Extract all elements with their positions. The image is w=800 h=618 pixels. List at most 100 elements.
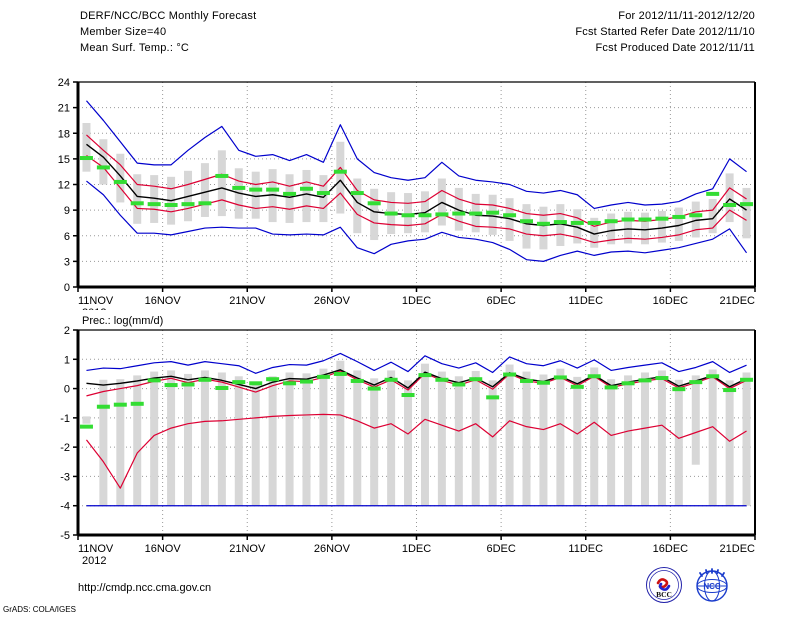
observation-marker: [520, 219, 534, 224]
x-axis-year-label: 2012: [82, 555, 106, 565]
ensemble-spread-bar: [133, 375, 142, 506]
observation-marker: [435, 377, 449, 382]
observation-marker: [96, 165, 110, 170]
ensemble-spread-bar: [505, 198, 514, 241]
ensemble-spread-bar: [116, 379, 125, 506]
ensemble-spread-bar: [268, 169, 277, 223]
series-line: [86, 143, 747, 235]
ensemble-spread-bar: [674, 379, 683, 506]
ensemble-spread-bar: [319, 175, 328, 223]
x-tick-label: 6DEC: [486, 543, 515, 555]
forecast-period-label: For 2012/11/11-2012/12/20: [618, 10, 755, 22]
ensemble-spread-bar: [607, 213, 616, 245]
observation-marker: [655, 216, 669, 221]
observation-marker: [655, 376, 669, 381]
y-tick-label: 9: [64, 205, 70, 217]
ensemble-spread-bar: [285, 372, 294, 506]
ensemble-spread-bar: [539, 206, 548, 250]
x-tick-label: 16NOV: [145, 295, 182, 307]
x-tick-label: 21NOV: [229, 543, 266, 555]
ncc-logo-text: NCC: [703, 582, 721, 591]
ensemble-spread-bar: [184, 373, 193, 506]
forecast-start-label: Fcst Started Refer Date 2012/11/10: [575, 26, 755, 38]
ensemble-spread-bar: [167, 370, 176, 506]
ensemble-spread-bar: [99, 379, 108, 506]
observation-marker: [740, 377, 754, 382]
ensemble-spread-bar: [420, 191, 429, 233]
observation-marker: [689, 380, 703, 385]
observation-marker: [147, 202, 161, 207]
temperature-panel: 0 3 6 9 12 15 18 21 24 11NOV 16NOV 21NOV 26NOV 1DEC 6D…: [0, 60, 800, 310]
observation-marker: [147, 378, 161, 383]
observation-marker: [553, 220, 567, 225]
ensemble-spread-bar: [353, 370, 362, 506]
ensemble-spread-bar: [285, 174, 294, 223]
grads-attribution: GrADS: COLA/IGES: [3, 605, 76, 614]
observation-marker: [469, 211, 483, 216]
ensemble-spread-bar: [725, 173, 734, 223]
series-line: [86, 369, 747, 390]
observation-marker: [79, 156, 93, 161]
observation-marker: [418, 373, 432, 378]
y-tick-label: 15: [58, 154, 70, 166]
y-tick-label: -2: [60, 442, 70, 454]
ensemble-spread-bar: [82, 123, 91, 172]
y-tick-label: -5: [60, 530, 70, 542]
chart-title: DERF/NCC/BCC Monthly Forecast: [80, 10, 257, 22]
observation-marker: [723, 203, 737, 207]
series-line: [86, 154, 747, 244]
observation-marker: [520, 378, 534, 383]
y-tick-label: -1: [60, 413, 70, 425]
ensemble-spread-bar: [505, 364, 514, 506]
observation-marker: [401, 213, 415, 218]
x-tick-label: 11DEC: [568, 295, 603, 307]
forecast-produced-label: Fcst Produced Date 2012/11/11: [595, 42, 755, 54]
ensemble-spread-bar: [133, 174, 142, 224]
observation-marker: [96, 404, 110, 409]
x-tick-label: 16DEC: [653, 295, 689, 307]
observation-marker: [536, 221, 550, 226]
x-tick-label: 16DEC: [653, 543, 689, 555]
observation-marker: [418, 213, 432, 218]
x-tick-label: 11DEC: [568, 543, 603, 555]
y-tick-label: 2: [64, 325, 70, 337]
ensemble-spread-bar: [319, 368, 328, 506]
observation-marker: [621, 217, 635, 222]
ensemble-spread-bar: [251, 382, 260, 506]
website-url[interactable]: http://cmdp.ncc.cma.gov.cn: [78, 582, 212, 594]
observation-marker: [198, 377, 212, 382]
ensemble-spread-bar: [370, 188, 379, 241]
observation-marker: [266, 377, 280, 382]
ensemble-spread-bar: [200, 370, 209, 506]
ensemble-spread-bar: [590, 217, 599, 248]
ensemble-spread-bar: [657, 210, 666, 243]
x-tick-label: 1DEC: [402, 543, 431, 555]
observation-marker: [215, 173, 229, 178]
observation-marker: [266, 187, 280, 192]
observation-marker: [570, 220, 584, 225]
ensemble-spread-bar: [150, 371, 159, 506]
ensemble-spread-bar: [454, 376, 463, 506]
x-tick-label: 11NOV: [78, 295, 114, 307]
ensemble-spread-bar: [624, 211, 633, 244]
observation-marker: [198, 201, 212, 206]
observation-marker: [249, 381, 263, 386]
observation-marker: [367, 386, 381, 391]
observation-marker: [316, 191, 330, 196]
observation-marker: [689, 213, 703, 218]
ensemble-spread-bar: [420, 363, 429, 506]
ensemble-spread-bar: [742, 372, 751, 506]
ensemble-spread-bar: [217, 372, 226, 506]
observation-marker: [181, 382, 195, 387]
observation-marker: [384, 211, 398, 216]
observation-marker: [604, 385, 618, 390]
logo-group: BCC NCC: [645, 566, 750, 604]
observation-marker: [570, 384, 584, 389]
observation-marker: [401, 393, 415, 398]
ensemble-spread-bar: [116, 153, 125, 203]
observation-marker: [486, 395, 500, 400]
x-tick-label: 21NOV: [229, 295, 266, 307]
ensemble-spread-bar: [573, 376, 582, 506]
series-line: [86, 370, 747, 397]
ensemble-spread-bar: [437, 371, 446, 506]
